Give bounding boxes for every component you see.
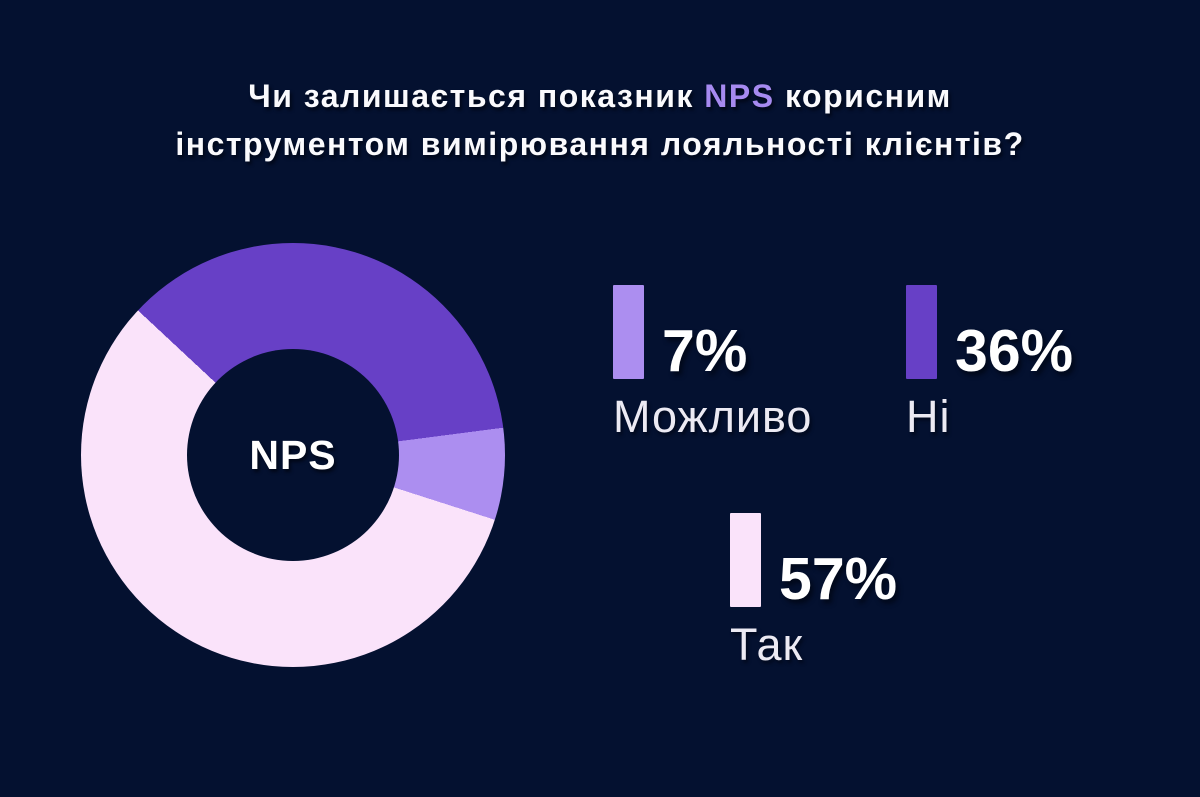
legend-label-maybe: Можливо [613,391,813,442]
donut-hole: NPS [187,349,399,561]
donut-center-label: NPS [249,431,337,478]
legend-row-maybe: 7% [613,285,812,384]
legend-label-no: Ні [906,391,951,442]
chart-title-text-post: корисним [774,78,952,114]
legend-item-maybe: 7% Можливо [613,285,812,443]
legend-row-yes: 57% [730,513,898,612]
chart-title-highlight-nps: NPS [704,78,775,114]
legend-value-no: 36% [955,317,1074,384]
chart-title-line2: інструментом вимірювання лояльності кліє… [175,126,1025,162]
legend-item-yes: 57% Так [730,513,897,671]
legend-swatch-no [906,285,937,379]
legend-value-maybe: 7% [662,317,748,384]
legend-value-yes: 57% [779,545,898,612]
legend-swatch-yes [730,513,761,607]
legend-swatch-maybe [613,285,644,379]
legend-row-no: 36% [906,285,1074,384]
legend-item-no: 36% Ні [906,285,1073,443]
legend-label-yes: Так [730,619,804,670]
chart-title: Чи залишається показник NPS корисним інс… [0,72,1200,168]
donut-chart: NPS [81,243,505,667]
chart-title-text-pre: Чи залишається показник [248,78,705,114]
